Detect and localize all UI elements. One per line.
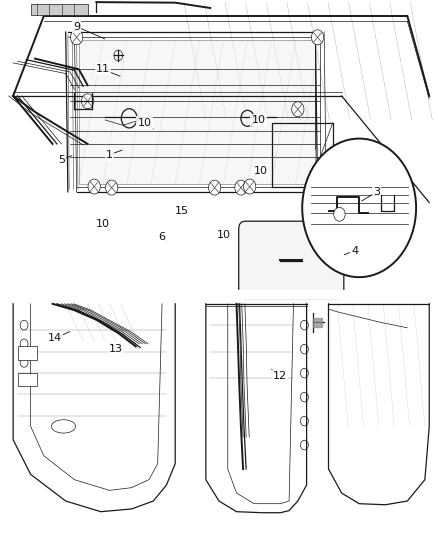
Circle shape <box>106 180 118 195</box>
Text: 10: 10 <box>254 166 268 175</box>
Bar <box>79 40 315 184</box>
Circle shape <box>208 180 221 195</box>
Text: 10: 10 <box>138 118 152 127</box>
Text: 5: 5 <box>58 155 65 165</box>
Text: 11: 11 <box>96 64 110 74</box>
FancyBboxPatch shape <box>239 221 344 298</box>
Circle shape <box>88 179 100 194</box>
Circle shape <box>71 30 83 45</box>
Text: 3: 3 <box>373 187 380 197</box>
Text: 12: 12 <box>273 371 287 381</box>
Circle shape <box>302 139 416 277</box>
Circle shape <box>81 94 94 109</box>
Circle shape <box>292 102 304 117</box>
Text: 6: 6 <box>159 232 166 242</box>
Text: 1: 1 <box>106 150 113 159</box>
Text: 14: 14 <box>48 334 62 343</box>
Text: 15: 15 <box>175 206 189 215</box>
Text: 10: 10 <box>251 115 265 125</box>
Text: 10: 10 <box>216 230 230 239</box>
Circle shape <box>235 180 247 195</box>
Circle shape <box>244 179 256 194</box>
Bar <box>31 4 88 15</box>
Circle shape <box>311 30 324 45</box>
Text: 13: 13 <box>109 344 123 354</box>
Bar <box>18 373 37 386</box>
Bar <box>18 346 37 360</box>
Text: 10: 10 <box>96 219 110 229</box>
Text: 9: 9 <box>73 22 80 31</box>
Ellipse shape <box>51 420 75 433</box>
Circle shape <box>334 207 345 221</box>
Text: 4: 4 <box>351 246 358 255</box>
